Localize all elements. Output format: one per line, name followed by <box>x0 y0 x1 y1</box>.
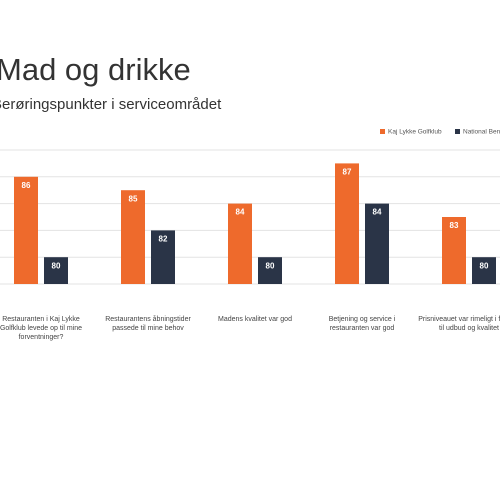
legend-label: Kaj Lykke Golfklub <box>388 129 442 136</box>
value-label: 80 <box>266 261 275 270</box>
value-label: 80 <box>52 261 61 270</box>
category-label: Restaurantens åbningstider passede til m… <box>105 316 191 332</box>
category-label: Betjening og service i restauranten var … <box>328 316 396 332</box>
value-label: 87 <box>343 168 352 177</box>
value-label: 83 <box>450 221 459 230</box>
value-label: 85 <box>129 194 138 203</box>
bar <box>365 203 389 284</box>
bar <box>335 163 359 284</box>
value-label: 84 <box>373 208 382 217</box>
bar <box>442 217 466 284</box>
chart-subtitle: Berøringspunkter i serviceområdet <box>0 96 222 113</box>
legend-swatch <box>455 129 460 134</box>
value-label: 84 <box>236 208 245 217</box>
bar <box>151 230 175 284</box>
category-label: Restauranten i Kaj Lykke Golfklub levede… <box>0 316 83 341</box>
bar <box>228 203 252 284</box>
bar <box>258 257 282 284</box>
value-label: 86 <box>22 181 31 190</box>
bar <box>121 190 145 284</box>
chart-title: Mad og drikke <box>0 52 191 87</box>
bar <box>472 257 496 284</box>
category-label: Madens kvalitet var god <box>218 316 292 323</box>
category-label: Prisniveauet var rimeligt i forhold til … <box>418 316 500 332</box>
value-label: 82 <box>159 235 168 244</box>
value-label: 80 <box>480 261 489 270</box>
bar <box>14 176 38 284</box>
legend-label: National Benchmark <box>463 129 500 136</box>
bar <box>44 257 68 284</box>
legend-swatch <box>380 129 385 134</box>
